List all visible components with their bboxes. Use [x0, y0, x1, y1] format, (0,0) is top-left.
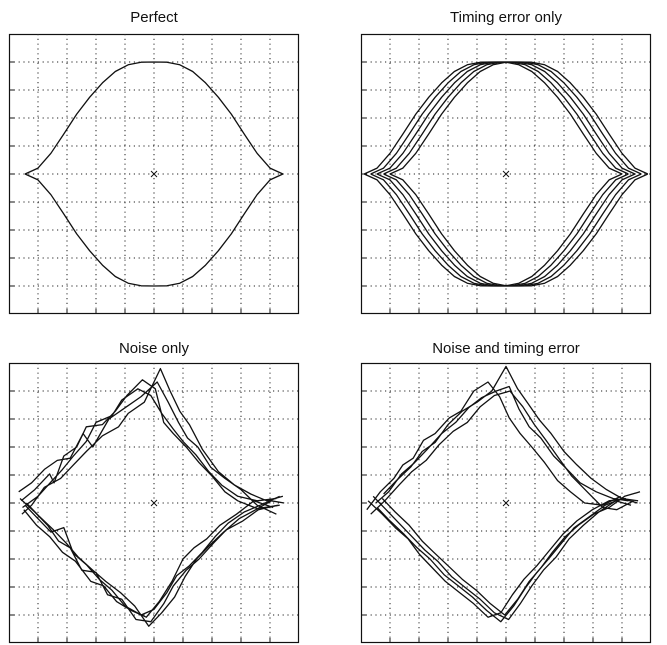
- eye-diagram-timing-error-only: [360, 33, 652, 315]
- eye-trace: [24, 61, 284, 175]
- eye-trace: [22, 388, 277, 509]
- eye-trace: [367, 497, 626, 618]
- eye-trace: [25, 500, 285, 627]
- eye-trace: [372, 495, 632, 621]
- center-x-stroke: [150, 170, 158, 178]
- eye-trace: [381, 491, 641, 616]
- eye-trace: [389, 173, 649, 287]
- center-x-marker: [502, 499, 510, 507]
- eye-trace: [21, 367, 284, 515]
- eye-trace: [370, 390, 634, 515]
- center-x-marker: [150, 499, 158, 507]
- center-x-stroke: [502, 499, 510, 507]
- panel-title-timing-error-only: Timing error only: [450, 9, 562, 26]
- eye-trace: [366, 381, 621, 511]
- eye-trace: [383, 365, 639, 502]
- eye-trace: [24, 495, 280, 616]
- panel-title-noise-only: Noise only: [118, 340, 190, 357]
- eye-diagram-noise-only: [8, 362, 300, 644]
- panel-title-perfect: Perfect: [130, 9, 178, 26]
- eye-trace: [20, 379, 280, 510]
- eye-trace: [24, 173, 284, 287]
- eye-trace: [18, 381, 277, 515]
- center-x-marker: [150, 170, 158, 178]
- eye-trace: [23, 500, 274, 618]
- eye-trace: [375, 385, 629, 504]
- eye-diagram-perfect: [8, 33, 300, 315]
- eye-trace: [389, 61, 649, 175]
- panel-title-noise-and-timing-error: Noise and timing error: [432, 340, 580, 357]
- center-x-marker: [502, 170, 510, 178]
- eye-diagram-noise-and-timing-error: [360, 362, 652, 644]
- center-x-stroke: [502, 170, 510, 178]
- center-x-stroke: [150, 499, 158, 507]
